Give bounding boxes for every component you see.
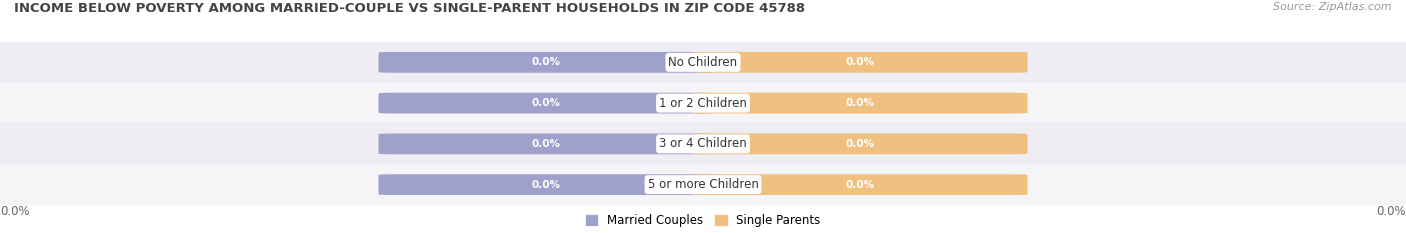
FancyBboxPatch shape: [692, 93, 1028, 113]
Text: 3 or 4 Children: 3 or 4 Children: [659, 137, 747, 150]
Bar: [0, 164, 1406, 205]
Text: 0.0%: 0.0%: [845, 180, 875, 190]
Text: 0.0%: 0.0%: [531, 180, 561, 190]
FancyBboxPatch shape: [692, 134, 1028, 154]
FancyBboxPatch shape: [692, 174, 1028, 195]
Text: 0.0%: 0.0%: [1376, 205, 1406, 218]
FancyBboxPatch shape: [378, 93, 714, 113]
Bar: [0, 123, 1406, 164]
Text: 0.0%: 0.0%: [845, 139, 875, 149]
Text: 0.0%: 0.0%: [845, 98, 875, 108]
FancyBboxPatch shape: [378, 134, 714, 154]
Text: 0.0%: 0.0%: [531, 139, 561, 149]
Bar: [0, 83, 1406, 123]
Text: Source: ZipAtlas.com: Source: ZipAtlas.com: [1274, 2, 1392, 12]
Bar: [0, 42, 1406, 83]
FancyBboxPatch shape: [692, 52, 1028, 73]
Legend: Married Couples, Single Parents: Married Couples, Single Parents: [586, 214, 820, 227]
Text: 0.0%: 0.0%: [531, 57, 561, 67]
Text: 1 or 2 Children: 1 or 2 Children: [659, 97, 747, 110]
Text: 0.0%: 0.0%: [845, 57, 875, 67]
FancyBboxPatch shape: [378, 174, 714, 195]
Text: 5 or more Children: 5 or more Children: [648, 178, 758, 191]
Text: 0.0%: 0.0%: [0, 205, 30, 218]
Text: No Children: No Children: [668, 56, 738, 69]
Text: INCOME BELOW POVERTY AMONG MARRIED-COUPLE VS SINGLE-PARENT HOUSEHOLDS IN ZIP COD: INCOME BELOW POVERTY AMONG MARRIED-COUPL…: [14, 2, 806, 15]
Text: 0.0%: 0.0%: [531, 98, 561, 108]
FancyBboxPatch shape: [378, 52, 714, 73]
